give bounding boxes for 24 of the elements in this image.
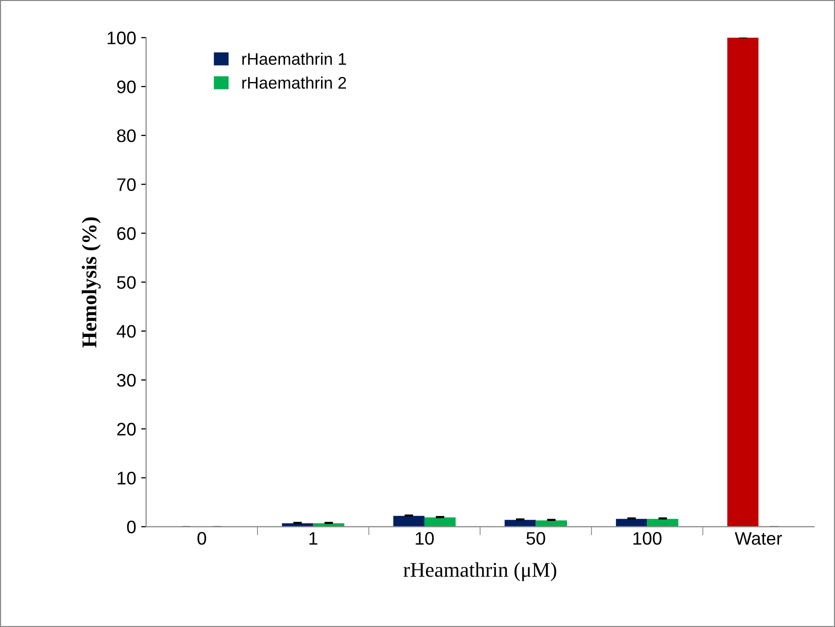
x-axis-title: rHeamathrin (μM) [404,562,556,582]
y-tick-label: 80 [117,129,136,142]
bar [727,38,758,527]
x-tick-label: 1 [309,532,318,545]
x-tick-label: 100 [633,532,662,545]
legend-label: rHaemathrin 1 [242,52,346,65]
y-tick-label: 30 [117,374,136,387]
y-tick-label: 90 [117,80,136,94]
y-tick-label: 20 [117,422,136,436]
legend-label: rHaemathrin 2 [242,76,346,89]
y-tick-label: 60 [117,227,136,240]
x-tick-label: 0 [197,532,206,545]
y-tick-label: 0 [127,520,136,534]
x-tick-label: Water [734,532,782,545]
y-tick-label: 100 [108,32,136,44]
x-tick-label: 10 [416,532,434,545]
y-axis-title: Hemolysis (%) [82,217,101,348]
y-tick-label: 50 [117,276,136,289]
x-tick-label: 50 [526,532,546,545]
y-tick-label: 10 [118,472,136,484]
bar [424,517,456,527]
y-tick-label: 70 [117,178,136,192]
y-tick-label: 40 [116,324,136,338]
bar [393,516,424,527]
